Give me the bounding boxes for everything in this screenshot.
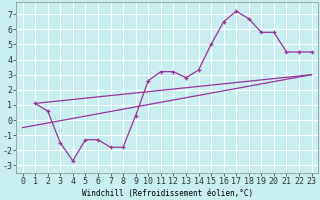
X-axis label: Windchill (Refroidissement éolien,°C): Windchill (Refroidissement éolien,°C) xyxy=(82,189,253,198)
